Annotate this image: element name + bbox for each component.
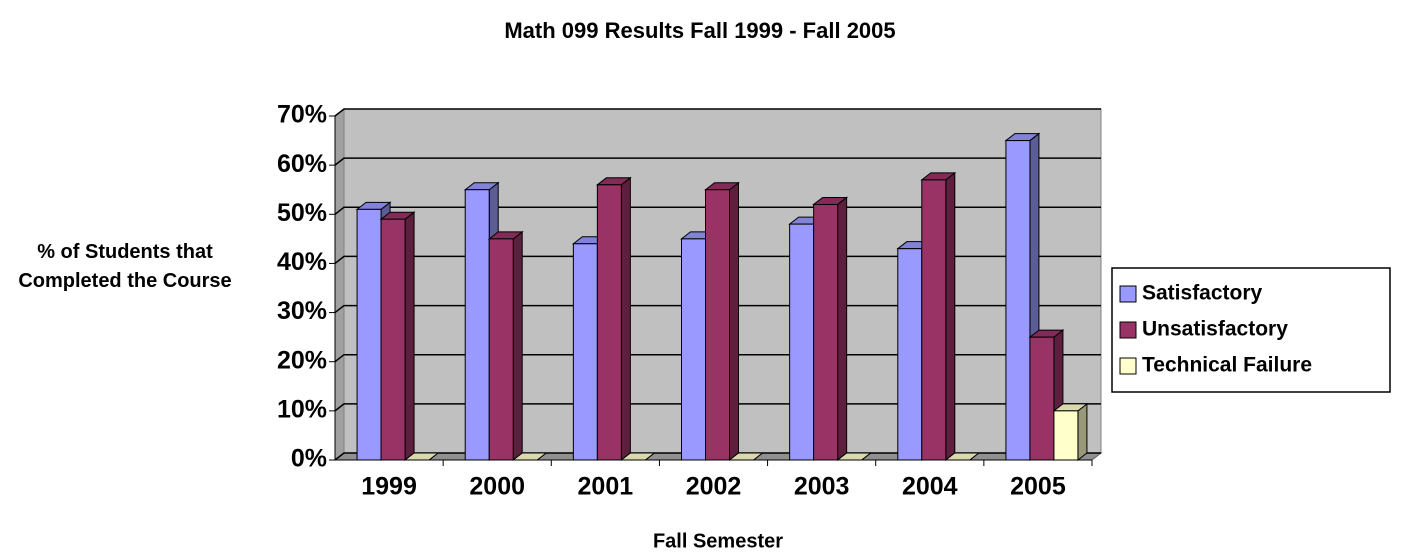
x-tick-label: 2003 [794, 473, 850, 501]
chart-title: Math 099 Results Fall 1999 - Fall 2005 [504, 18, 895, 43]
bar [728, 452, 764, 461]
bar [704, 181, 740, 462]
y-tick-label: 50% [277, 199, 327, 227]
grid-line [334, 403, 1101, 412]
bar-front [1053, 410, 1079, 461]
bar-front [596, 184, 622, 461]
bar-side [837, 196, 848, 462]
y-tick-label: 10% [277, 395, 327, 423]
bar-side [729, 181, 739, 462]
bar-front [356, 208, 382, 461]
bar-front [488, 238, 514, 461]
bar-front [681, 238, 706, 461]
y-tick-label: 60% [277, 150, 327, 178]
x-tick-label: 2004 [902, 473, 958, 501]
grid-line [334, 108, 1101, 117]
bar [836, 452, 873, 461]
bar-front [464, 189, 490, 461]
bar-front [705, 189, 730, 461]
bar-top [836, 452, 873, 461]
bar-top [728, 452, 764, 461]
bar-top [511, 452, 548, 461]
bar [920, 171, 957, 462]
legend-swatch [1119, 357, 1137, 375]
bar [379, 211, 416, 462]
x-tick-label: 2002 [686, 473, 742, 501]
grid-line [334, 304, 1101, 314]
grid-line [334, 353, 1101, 363]
y-tick-label: 40% [277, 248, 327, 276]
grid-line [334, 206, 1101, 215]
y-axis-title: % of Students that Completed the Course [18, 241, 232, 292]
bar [944, 452, 981, 461]
bar-side [945, 171, 956, 462]
bar [1052, 402, 1089, 462]
bar-front [897, 248, 923, 461]
bar [619, 452, 656, 461]
x-axis-title: Fall Semester [653, 530, 783, 552]
x-tick-label: 1999 [361, 473, 417, 501]
x-tick-label: 2000 [469, 473, 525, 501]
legend-swatch [1119, 285, 1137, 303]
legend-box [1111, 267, 1391, 393]
y-tick-label: 0% [291, 445, 327, 473]
x-tick-label: 2001 [578, 473, 634, 501]
bar [812, 196, 849, 462]
bar [595, 176, 632, 462]
bar [403, 452, 440, 461]
bar-front [921, 179, 947, 461]
bar [511, 452, 548, 461]
bar-top [944, 452, 981, 461]
y-tick-label: 30% [277, 297, 327, 325]
y-tick-label: 20% [277, 346, 327, 374]
x-tick-label: 2005 [1010, 473, 1066, 501]
bar-side [1077, 402, 1088, 462]
bar-side [512, 230, 523, 462]
y-tick-label: 70% [277, 101, 327, 129]
bar-side [404, 211, 415, 462]
legend-label: Technical Failure [1142, 354, 1312, 377]
bar-top [619, 452, 656, 461]
bar-front [572, 243, 598, 461]
bar [487, 230, 524, 462]
bar-front [789, 223, 815, 461]
legend-label: Unsatisfactory [1142, 318, 1288, 341]
bar-top [403, 452, 440, 461]
legend-label: Satisfactory [1142, 282, 1263, 305]
grid-line [334, 157, 1101, 166]
grid-line [334, 255, 1101, 265]
bar-front [380, 218, 406, 461]
bar-front [1005, 140, 1031, 461]
bar-front [1029, 336, 1055, 461]
legend-swatch [1119, 321, 1137, 339]
bar-side [620, 176, 631, 462]
bar-front [813, 203, 839, 461]
